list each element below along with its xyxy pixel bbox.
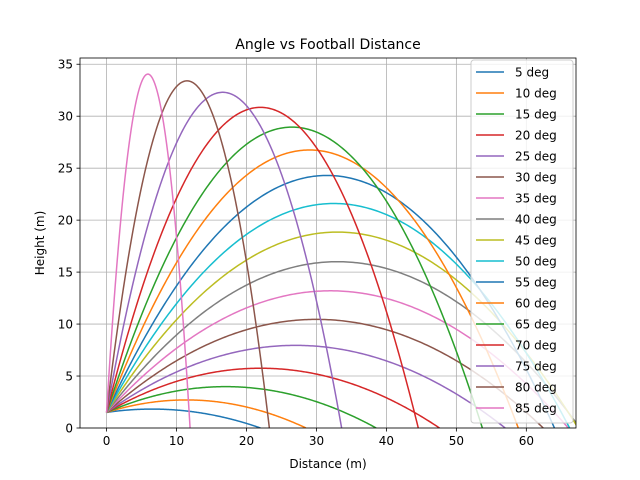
x-tick-label: 40 — [379, 434, 394, 448]
legend-label: 55 deg — [515, 275, 557, 289]
x-tick-label: 20 — [239, 434, 254, 448]
legend-label: 30 deg — [515, 170, 557, 184]
x-tick-label: 10 — [169, 434, 184, 448]
series-line-65-deg — [105, 126, 484, 428]
series-line-30-deg — [106, 318, 544, 428]
legend-label: 45 deg — [515, 233, 557, 247]
plot-frame — [79, 57, 577, 429]
series-line-70-deg — [105, 106, 420, 428]
y-tick-label: 10 — [58, 317, 73, 331]
y-tick-label: 35 — [58, 58, 73, 72]
x-axis-label: Distance (m) — [289, 457, 366, 471]
y-tick-label: 25 — [58, 161, 73, 175]
series-line-25-deg — [106, 344, 506, 428]
legend-label: 80 deg — [515, 380, 557, 394]
series-line-10-deg — [106, 399, 307, 428]
legend: 5 deg 10 deg 15 deg 20 deg 25 deg 30 deg 35 de… — [470, 59, 574, 424]
legend-label: 35 deg — [515, 191, 557, 205]
y-axis-label: Height (m) — [33, 211, 47, 276]
y-tick-label: 30 — [58, 110, 73, 124]
axes: 0 10 20 30 40 50 60 0 5 10 15 20 25 30 35 — [58, 57, 577, 448]
legend-label: 15 deg — [515, 107, 557, 121]
series-line-80-deg — [105, 80, 271, 428]
legend-label: 25 deg — [515, 149, 557, 163]
legend-box — [470, 59, 574, 424]
y-tick-label: 15 — [58, 265, 73, 279]
series-line-75-deg — [105, 91, 343, 428]
x-tick-label: 30 — [309, 434, 324, 448]
y-tick-label: 5 — [65, 369, 73, 383]
chart-title: Angle vs Football Distance — [235, 37, 420, 53]
legend-label: 85 deg — [515, 401, 557, 415]
y-tick-label: 0 — [65, 421, 73, 435]
series-line-20-deg — [106, 367, 440, 428]
series-line-15-deg — [106, 385, 377, 428]
legend-label: 5 deg — [515, 65, 549, 79]
legend-label: 60 deg — [515, 296, 557, 310]
x-tick-label: 60 — [519, 434, 534, 448]
series-line-60-deg — [105, 149, 519, 428]
series-line-5-deg — [106, 408, 261, 428]
x-tick-label: 50 — [449, 434, 464, 448]
series-line-85-deg — [105, 73, 191, 428]
legend-label: 50 deg — [515, 254, 557, 268]
legend-label: 65 deg — [515, 317, 557, 331]
legend-label: 70 deg — [515, 338, 557, 352]
legend-label: 20 deg — [515, 128, 557, 142]
y-tick-label: 20 — [58, 213, 73, 227]
legend-label: 10 deg — [515, 86, 557, 100]
legend-label: 75 deg — [515, 359, 557, 373]
x-tick-label: 0 — [103, 434, 111, 448]
legend-label: 40 deg — [515, 212, 557, 226]
